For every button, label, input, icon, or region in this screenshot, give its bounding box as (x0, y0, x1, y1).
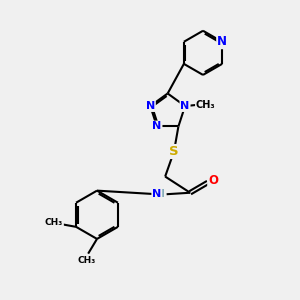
Text: O: O (208, 175, 218, 188)
Text: CH₃: CH₃ (78, 256, 96, 265)
Text: N: N (217, 35, 227, 48)
Text: N: N (152, 122, 162, 131)
Text: N: N (152, 189, 161, 199)
Text: S: S (169, 145, 179, 158)
Text: N: N (180, 101, 190, 111)
Text: CH₃: CH₃ (196, 100, 215, 110)
Text: N: N (146, 101, 155, 111)
Text: CH₃: CH₃ (45, 218, 63, 227)
Text: H: H (156, 189, 165, 199)
